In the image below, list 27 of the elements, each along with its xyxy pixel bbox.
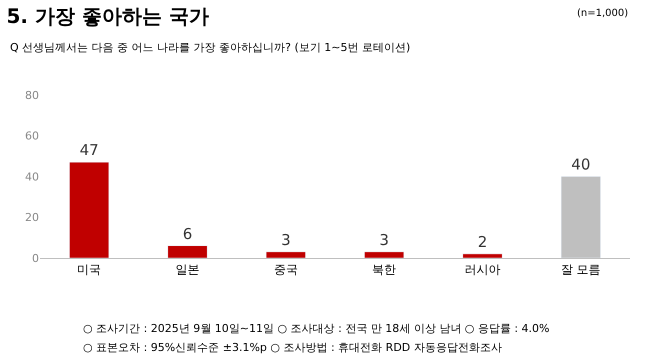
y-tick-label: 20: [25, 211, 39, 224]
y-tick-label: 40: [25, 170, 39, 184]
x-tick-label: 북한: [372, 262, 396, 276]
x-tick-label: 중국: [274, 262, 298, 276]
data-label: 3: [379, 230, 389, 249]
y-tick-label: 0: [32, 252, 39, 265]
x-tick-label: 미국: [77, 262, 102, 276]
text: ○ 조사기간 : 2025년 9월 10일~11일 ○ 조사대상 : 전국 만 18세 이상 남녀 ○ 응답률 : 4.0%: [83, 322, 550, 335]
bar: [168, 246, 208, 258]
chart-subtitle: Q 선생님께서는 다음 중 어느 나라를 가장 좋아하십니까? (보기 1~5번 로테이션): [10, 41, 410, 54]
data-label: 3: [281, 230, 291, 249]
x-tick-label: 일본: [176, 262, 200, 276]
chart-title: 5. 가장 좋아하는 국가: [6, 4, 209, 28]
data-label: 6: [182, 224, 192, 243]
x-tick-label: 러시아: [464, 262, 500, 276]
bar: [364, 252, 404, 258]
bar: [266, 252, 306, 258]
bar: [462, 254, 502, 258]
data-label: 40: [571, 156, 590, 174]
y-tick-label: 60: [25, 130, 39, 143]
y-tick-label: 80: [25, 88, 39, 102]
bar: [69, 162, 110, 258]
text: (n=1,000): [577, 8, 628, 19]
data-label: 2: [478, 232, 488, 251]
data-label: 47: [80, 141, 99, 160]
x-tick-label: 잘 모름: [560, 262, 601, 276]
text: ○ 표본오차 : 95%신뢰수준 ±3.1%p ○ 조사방법 : 휴대전화 RDD 자동응답전화조사: [83, 341, 502, 354]
